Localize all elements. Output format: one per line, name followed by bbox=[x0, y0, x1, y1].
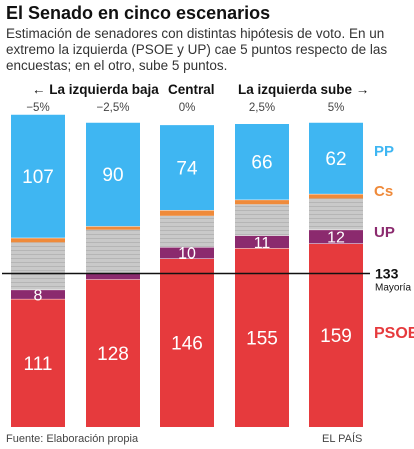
legend-pp: PP bbox=[374, 143, 394, 160]
value-label-pp: 66 bbox=[251, 153, 272, 174]
category-label: −5% bbox=[26, 102, 49, 114]
bar-segment-cs bbox=[11, 237, 65, 243]
bar-segment-pp bbox=[235, 123, 289, 200]
header-left: ← La izquierda baja bbox=[32, 82, 159, 97]
header-right: La izquierda sube → bbox=[238, 82, 370, 97]
bar-segment-pp bbox=[11, 114, 65, 238]
majority-label: Mayoría bbox=[375, 283, 412, 294]
bar-segment-up bbox=[160, 246, 214, 259]
bar-segment-others bbox=[11, 242, 65, 290]
value-label-pp: 107 bbox=[22, 167, 54, 188]
value-label-psoe: 146 bbox=[171, 334, 203, 355]
bar-segment-psoe bbox=[235, 248, 289, 427]
source-note: Fuente: Elaboración propia bbox=[6, 433, 139, 445]
chart-subtitle: Estimación de senadores con distintas hi… bbox=[6, 26, 388, 73]
bar-segment-up bbox=[235, 235, 289, 249]
value-label-pp: 62 bbox=[325, 149, 346, 170]
category-label: 0% bbox=[179, 102, 196, 114]
header-center: Central bbox=[168, 82, 215, 97]
value-label-up: 8 bbox=[34, 287, 43, 304]
category-label: 5% bbox=[328, 102, 345, 114]
bar-segment-up bbox=[309, 229, 363, 244]
bar-segment-others bbox=[86, 229, 140, 274]
legend-psoe: PSOE bbox=[374, 325, 414, 342]
majority-value: 133 bbox=[375, 266, 399, 282]
bar-segment-psoe bbox=[11, 298, 65, 427]
bar-segment-cs bbox=[86, 226, 140, 230]
legend-up: UP bbox=[374, 224, 395, 241]
credit: EL PAÍS bbox=[322, 433, 363, 445]
value-label-psoe: 111 bbox=[24, 354, 53, 375]
bar-segment-up bbox=[11, 289, 65, 299]
value-label-up: 11 bbox=[254, 235, 271, 252]
bar-segment-cs bbox=[235, 199, 289, 205]
bar-segment-others bbox=[160, 215, 214, 247]
value-label-psoe: 159 bbox=[320, 326, 352, 347]
bar-segment-up bbox=[86, 273, 140, 280]
value-label-pp: 90 bbox=[102, 165, 123, 186]
value-label-up: 10 bbox=[178, 246, 196, 263]
bar-segment-others bbox=[235, 204, 289, 236]
bar-segment-others bbox=[309, 198, 363, 230]
bar-segment-pp bbox=[309, 122, 363, 194]
category-label: 2,5% bbox=[249, 102, 275, 114]
bar-segment-psoe bbox=[86, 279, 140, 427]
chart-title: El Senado en cinco escenarios bbox=[6, 3, 271, 23]
bar-segment-cs bbox=[309, 193, 363, 199]
bar-segment-pp bbox=[86, 122, 140, 227]
bar-segment-pp bbox=[160, 124, 214, 211]
legend-cs: Cs bbox=[374, 183, 393, 200]
bar-segment-cs bbox=[160, 210, 214, 216]
value-label-up: 12 bbox=[327, 230, 345, 247]
value-label-psoe: 128 bbox=[97, 344, 129, 365]
bar-segment-psoe bbox=[160, 258, 214, 427]
value-label-pp: 74 bbox=[176, 158, 198, 179]
value-label-psoe: 155 bbox=[246, 329, 278, 350]
category-label: −2,5% bbox=[97, 102, 130, 114]
